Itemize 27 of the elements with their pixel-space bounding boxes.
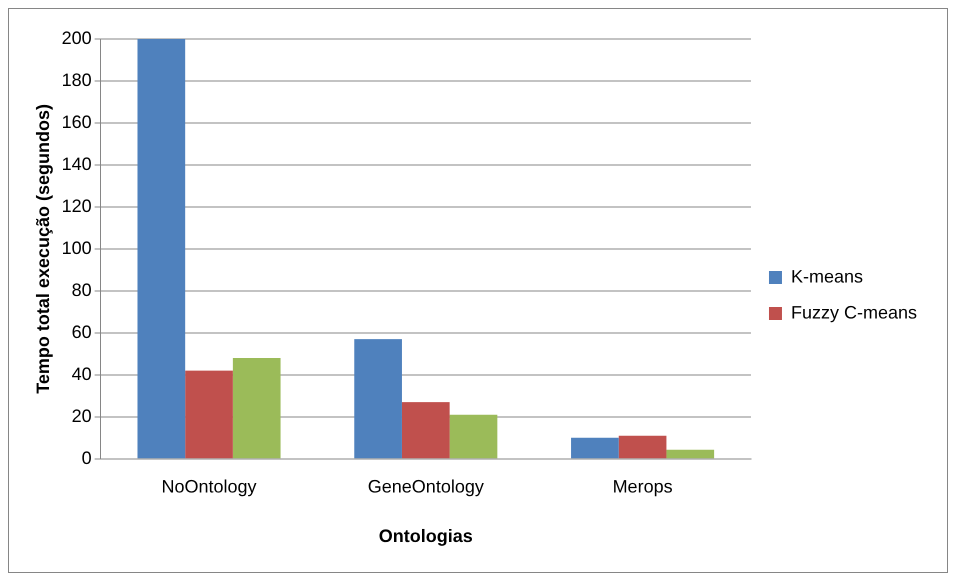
bar bbox=[232, 358, 281, 458]
y-tick-label: 120 bbox=[62, 196, 92, 216]
legend-label: K-means bbox=[790, 266, 864, 286]
x-axis-title: Ontologias bbox=[378, 526, 473, 546]
x-tick-label: NoOntology bbox=[161, 476, 257, 497]
y-tick-label: 200 bbox=[62, 28, 92, 48]
bar bbox=[185, 370, 233, 458]
y-tick-label: 0 bbox=[82, 448, 92, 468]
y-tick-label: 180 bbox=[62, 70, 92, 90]
y-tick-label: 60 bbox=[72, 322, 92, 342]
bar bbox=[618, 436, 666, 458]
bar bbox=[354, 339, 402, 458]
bar bbox=[571, 438, 619, 458]
y-tick-label: 100 bbox=[62, 238, 92, 258]
bar bbox=[666, 450, 714, 458]
y-tick-label: 140 bbox=[62, 154, 92, 174]
bar bbox=[137, 39, 186, 458]
y-tick-label: 80 bbox=[72, 280, 92, 300]
y-tick-label: 40 bbox=[72, 364, 92, 384]
bar bbox=[450, 414, 498, 458]
y-tick-label: 20 bbox=[72, 406, 92, 426]
y-axis-title: Tempo total execução (segundos) bbox=[32, 104, 53, 394]
x-tick-label: Merops bbox=[612, 476, 673, 497]
legend-label: Fuzzy C-means bbox=[790, 302, 918, 322]
x-tick-label: GeneOntology bbox=[368, 476, 484, 497]
y-tick-label: 160 bbox=[62, 112, 92, 132]
bar bbox=[402, 402, 450, 458]
